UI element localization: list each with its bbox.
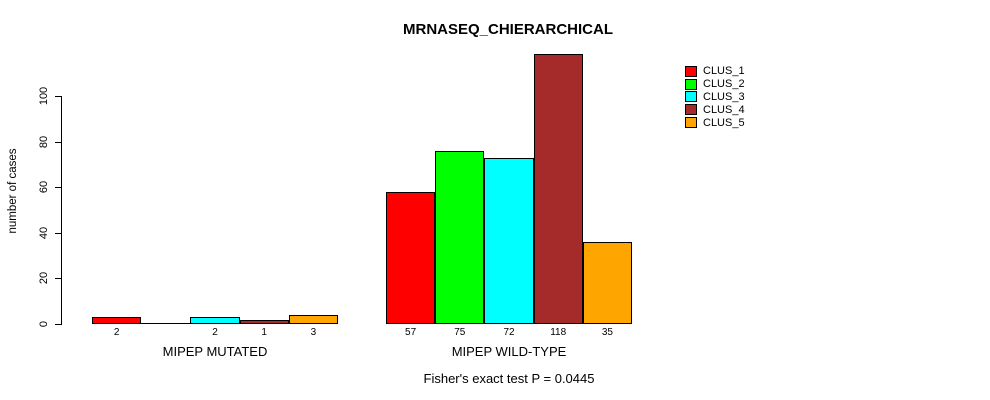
- bar-value-label: 3: [310, 327, 317, 338]
- y-axis-title: number of cases: [7, 148, 19, 234]
- legend-label: CLUS_4: [703, 103, 745, 116]
- y-tick-80: [55, 142, 62, 143]
- bar-clus_2-group2: [435, 151, 485, 324]
- bar-clus_3-group2: [484, 158, 534, 324]
- y-tick-label-20: 20: [38, 271, 50, 285]
- y-tick-20: [55, 278, 62, 279]
- legend-row-clus_5: CLUS_5: [685, 116, 745, 129]
- bar-value-label: 35: [601, 327, 613, 338]
- chart-title: MRNASEQ_CHIERARCHICAL: [402, 21, 614, 38]
- legend-swatch-icon: [685, 117, 697, 129]
- y-tick-label-60: 60: [38, 180, 50, 194]
- legend-row-clus_2: CLUS_2: [685, 78, 745, 91]
- bar-value-label: 1: [261, 327, 267, 338]
- bar-value-label: 2: [212, 327, 218, 338]
- y-tick-60: [55, 187, 62, 188]
- y-axis-line: [61, 96, 62, 324]
- bar-clus_1-group1: [92, 317, 142, 324]
- bar-clus_4-group2: [533, 54, 583, 324]
- y-tick-label-0: 0: [38, 320, 50, 328]
- bar-clus_1-group2: [386, 192, 436, 324]
- legend-swatch-icon: [685, 104, 697, 116]
- legend-row-clus_1: CLUS_1: [685, 65, 745, 78]
- bar-clus_3-group1: [190, 317, 240, 324]
- bar-value-label: 2: [113, 327, 120, 338]
- legend-swatch-icon: [685, 91, 697, 103]
- y-tick-100: [55, 96, 62, 97]
- y-tick-label-100: 100: [38, 86, 50, 106]
- fisher-test-footnote: Fisher's exact test P = 0.0445: [423, 371, 595, 386]
- legend-label: CLUS_2: [703, 78, 745, 91]
- bar-clus_4-group1: [239, 320, 289, 324]
- legend-label: CLUS_1: [703, 65, 745, 78]
- legend-swatch-icon: [685, 65, 697, 77]
- y-tick-label-40: 40: [38, 226, 50, 240]
- y-tick-0: [55, 324, 62, 325]
- bar-value-label: 57: [405, 327, 417, 338]
- legend-label: CLUS_3: [703, 90, 745, 103]
- group-label-wildtype: MIPEP WILD-TYPE: [451, 344, 567, 359]
- legend-row-clus_3: CLUS_3: [685, 91, 745, 104]
- legend-row-clus_4: CLUS_4: [685, 103, 745, 116]
- y-tick-40: [55, 233, 62, 234]
- legend-swatch-icon: [685, 78, 697, 90]
- y-tick-label-80: 80: [38, 135, 50, 149]
- bar-value-label: 75: [454, 327, 466, 338]
- bar-clus_5-group2: [582, 242, 632, 324]
- legend: CLUS_1 CLUS_2 CLUS_3 CLUS_4 CLUS_5: [685, 65, 745, 129]
- bar-value-label: 118: [550, 327, 567, 338]
- legend-label: CLUS_5: [703, 116, 745, 129]
- group-label-mutated: MIPEP MUTATED: [162, 344, 268, 359]
- bar-clus_5-group1: [288, 315, 338, 324]
- bar-clus_2-group1: [141, 323, 191, 324]
- bar-value-label: 72: [503, 327, 515, 338]
